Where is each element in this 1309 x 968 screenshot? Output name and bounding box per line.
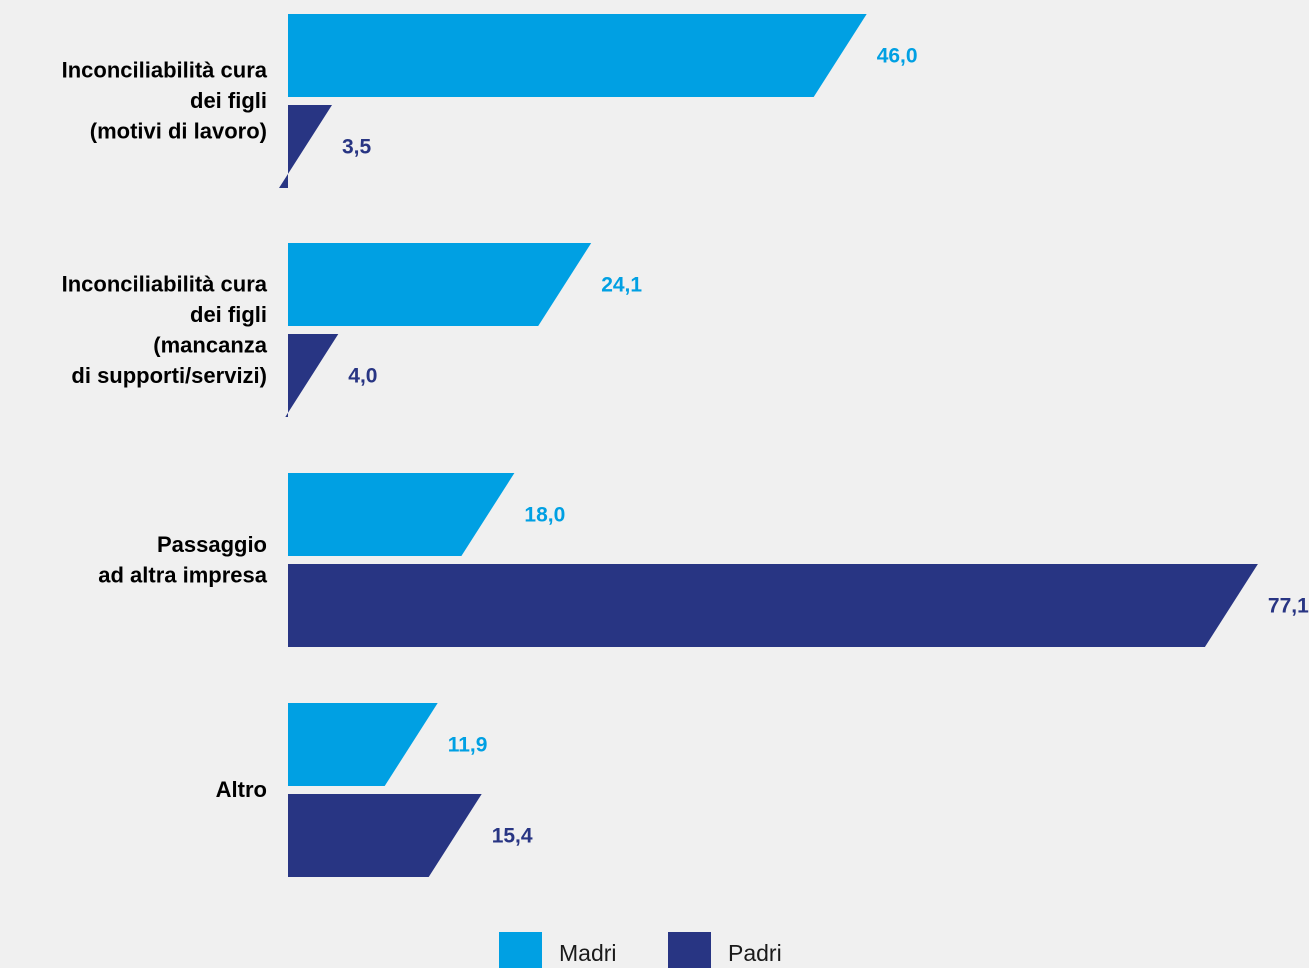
data-label: 18,0 xyxy=(524,504,565,527)
category-label: di supporti/servizi) xyxy=(71,363,267,388)
bar-padri xyxy=(288,564,1258,647)
legend-swatch-madri xyxy=(499,932,542,968)
category-label: Passaggio xyxy=(157,532,267,557)
category-label: (mancanza xyxy=(153,332,267,357)
bar-madri xyxy=(288,473,515,556)
data-label: 46,0 xyxy=(877,45,918,68)
legend-label-padri: Padri xyxy=(728,940,782,966)
data-label: 24,1 xyxy=(601,274,642,297)
bar-padri xyxy=(288,794,482,877)
category-label: Altro xyxy=(216,777,267,802)
bar-madri xyxy=(288,243,592,326)
category-label: Inconciliabilità cura xyxy=(62,271,268,296)
data-label: 77,1 xyxy=(1268,595,1309,618)
bar-padri xyxy=(285,334,339,417)
legend-swatch-padri xyxy=(668,932,711,968)
data-label: 4,0 xyxy=(348,365,377,388)
category-label: ad altra impresa xyxy=(98,562,268,587)
legend-label-madri: Madri xyxy=(559,940,617,966)
bar-padri xyxy=(279,105,332,188)
category-label: dei figli xyxy=(190,88,267,113)
bar-madri xyxy=(288,703,438,786)
category-label: dei figli xyxy=(190,302,267,327)
category-label: (motivi di lavoro) xyxy=(90,119,267,144)
data-label: 3,5 xyxy=(342,136,372,159)
legend: Madri Padri xyxy=(499,932,782,968)
bars xyxy=(279,14,1258,877)
value-labels: 46,0 3,5 24,1 4,0 18,0 77,1 11,9 15,4 xyxy=(342,45,1309,848)
data-label: 11,9 xyxy=(448,734,488,757)
category-labels: Inconciliabilità cura dei figli (motivi di… xyxy=(62,58,268,803)
category-label: Inconciliabilità cura xyxy=(62,58,268,83)
data-label: 15,4 xyxy=(492,825,533,848)
bar-madri xyxy=(288,14,867,97)
